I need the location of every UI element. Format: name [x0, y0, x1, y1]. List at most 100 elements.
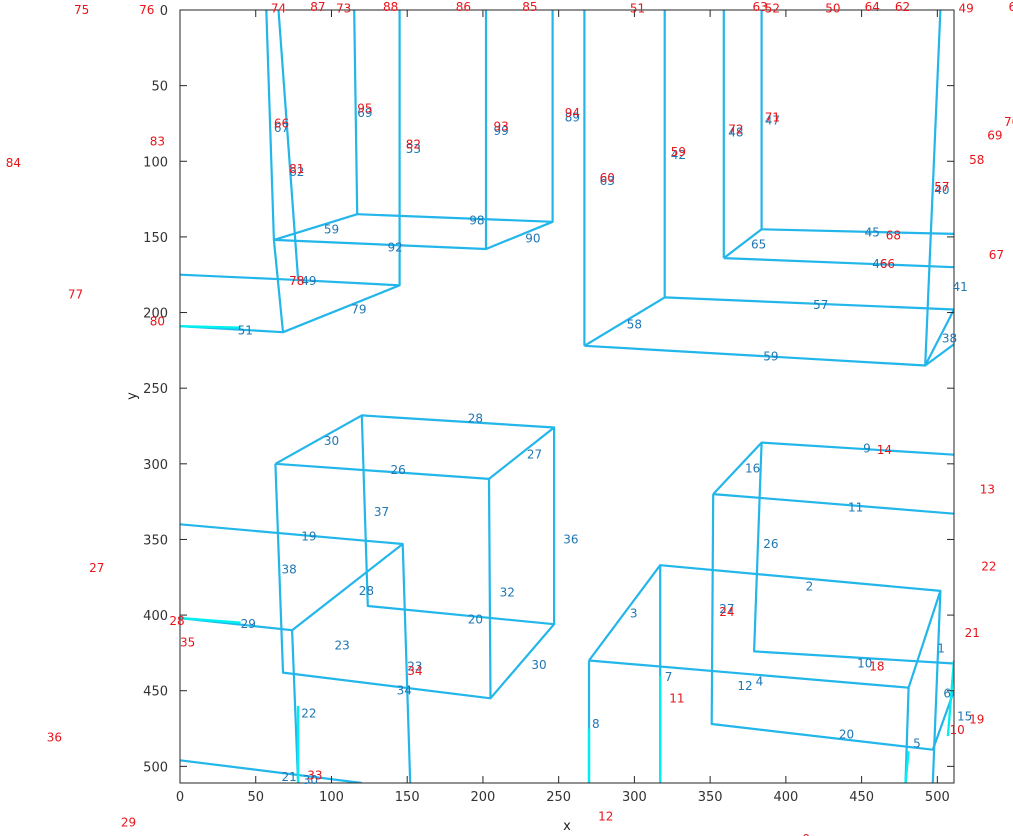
blue-point-label: 30 — [324, 434, 339, 448]
blue-point-label: 9 — [863, 442, 871, 456]
plot-area-background — [180, 10, 954, 783]
blue-point-label: 79 — [351, 303, 366, 317]
blue-point-label: 59 — [763, 349, 778, 363]
highlight-segment-1 — [180, 616, 241, 624]
x-tick-label: 0 — [176, 790, 184, 805]
y-tick-label: 300 — [143, 458, 168, 473]
blue-point-label: 30 — [531, 658, 546, 672]
y-tick-label: 200 — [143, 307, 168, 322]
highlight-segments — [180, 325, 954, 783]
wireframe-line-20 — [487, 478, 492, 699]
blue-point-label: 49 — [301, 274, 316, 288]
blue-point-label: 20 — [468, 613, 483, 627]
blue-point-label: 92 — [388, 241, 403, 255]
y-tick-label: 400 — [143, 609, 168, 624]
x-tick-label: 350 — [698, 790, 723, 805]
blue-point-label: 3 — [630, 607, 638, 621]
x-axis-label: x — [563, 819, 571, 834]
axes: 0 50 100 150 200 250 300 350 400 450 5000501001502… — [143, 4, 955, 805]
red-point-label: 35 — [180, 635, 195, 649]
blue-point-label: 7 — [665, 670, 673, 684]
blue-point-label: 8 — [592, 717, 600, 731]
red-point-label: 87 — [310, 0, 325, 14]
red-point-label: 34 — [407, 664, 422, 678]
x-tick-label: 150 — [395, 790, 420, 805]
red-point-label: 85 — [522, 0, 537, 14]
red-point-label: 68 — [886, 228, 901, 242]
blue-point-label: 12 — [737, 679, 752, 693]
blue-point-label: 40 — [934, 183, 949, 197]
blue-point-label: 90 — [525, 231, 540, 245]
blue-point-label: 20 — [839, 728, 854, 742]
red-point-label: 95 — [357, 101, 372, 115]
blue-point-label: 58 — [627, 318, 642, 332]
blue-point-label: 29 — [241, 617, 256, 631]
blue-point-label: 22 — [301, 706, 316, 720]
red-point-label: 77 — [68, 287, 83, 301]
red-point-label: 88 — [383, 0, 398, 14]
blue-point-label: 69 — [357, 106, 372, 120]
red-point-label: 60 — [600, 171, 615, 185]
red-point-label: 62 — [895, 0, 910, 14]
blue-point-label: 41 — [953, 280, 968, 294]
red-point-label: 81 — [289, 162, 304, 176]
y-tick-label: 100 — [143, 155, 168, 170]
blue-point-label: 34 — [397, 684, 412, 698]
blue-point-label: 2 — [806, 579, 814, 593]
blue-point-label: 21 — [282, 770, 297, 784]
red-point-label: 78 — [289, 274, 304, 288]
red-point-label: 58 — [969, 153, 984, 167]
red-point-label: 22 — [981, 560, 996, 574]
blue-point-label: 63 — [600, 174, 615, 188]
wireframe-line-17 — [924, 10, 942, 366]
red-point-label: 52 — [765, 2, 780, 16]
red-point-label: 86 — [456, 0, 471, 14]
blue-point-label: 36 — [563, 533, 578, 547]
blue-point-label: 11 — [848, 501, 863, 515]
y-tick-label: 500 — [143, 760, 168, 775]
blue-point-label: 37 — [374, 505, 389, 519]
plot-frame — [179, 9, 955, 784]
red-point-label: 93 — [494, 120, 509, 134]
blue-point-label: 1 — [937, 641, 945, 655]
y-tick-label: 350 — [143, 533, 168, 548]
y-tick-label: 450 — [143, 685, 168, 700]
blue-point-label: 67 — [274, 121, 289, 135]
red-point-label: 74 — [271, 2, 286, 16]
blue-point-label: 19 — [301, 529, 316, 543]
red-point-label: 49 — [959, 2, 974, 16]
red-point-label: 75 — [74, 3, 89, 17]
y-tick-label: 0 — [160, 4, 168, 19]
red-point-label: 84 — [6, 156, 21, 170]
red-point-label: 27 — [89, 561, 104, 575]
wireframe-line-4 — [273, 10, 554, 251]
red-point-label: 64 — [865, 0, 880, 14]
blue-point-label: 45 — [865, 225, 880, 239]
x-tick-label: 100 — [319, 790, 344, 805]
highlight-segment-6 — [946, 660, 954, 737]
red-point-label: 63 — [753, 0, 768, 14]
x-tick-label: 300 — [622, 790, 647, 805]
red-point-label: 67 — [989, 248, 1004, 262]
blue-point-label: 62 — [289, 165, 304, 179]
wireframe-line-15 — [761, 228, 954, 235]
blue-point-label: 53 — [406, 142, 421, 156]
red-point-label: 19 — [969, 713, 984, 727]
red-point-label: 29 — [121, 815, 136, 829]
x-tick-label: 200 — [471, 790, 496, 805]
blue-point-label: 89 — [565, 110, 580, 124]
blue-point-label: 65 — [751, 238, 766, 252]
wireframe-line-34 — [931, 590, 942, 783]
red-point-label: 36 — [47, 731, 62, 745]
red-point-label: 12 — [598, 809, 613, 823]
blue-point-label: 27 — [719, 602, 734, 616]
wireframe-line-12 — [924, 343, 954, 367]
red-point-label: 21 — [965, 626, 980, 640]
blue-point-label: 26 — [763, 537, 778, 551]
wireframe-line-16 — [723, 257, 954, 269]
y-tick-label: 150 — [143, 231, 168, 246]
red-point-label: 61 — [1009, 0, 1013, 14]
red-point-label: 83 — [150, 135, 165, 149]
red-point-label: 80 — [150, 315, 165, 329]
